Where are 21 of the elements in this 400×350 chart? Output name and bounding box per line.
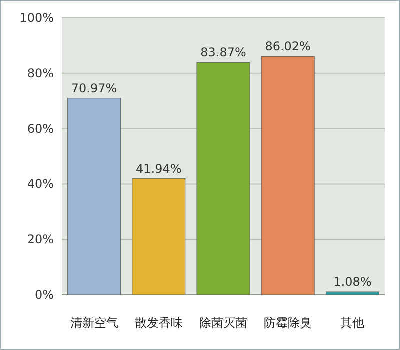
bar [196,62,250,296]
x-tick-label: 除菌灭菌 [200,316,248,330]
y-tick-label: 60% [27,122,54,136]
y-tick-label: 0% [34,288,54,302]
data-label: 83.87% [200,46,246,60]
bar [261,56,315,296]
y-tick-label: 40% [27,177,54,192]
x-tick-label: 防霉除臭 [264,316,312,330]
y-tick-label: 100% [20,11,54,25]
y-tick-label: 20% [27,232,54,247]
x-tick-label: 散发香味 [134,316,183,330]
x-tick-label: 清新空气 [70,316,118,330]
data-label: 41.94% [136,162,182,176]
data-label: 86.02% [265,40,311,54]
bar [326,292,380,296]
data-label: 70.97% [71,81,118,96]
y-tick-label: 80% [27,66,54,80]
bar [132,178,186,296]
x-tick-label: 其他 [340,316,365,330]
data-label: 1.08% [334,275,372,290]
bar [68,98,122,296]
